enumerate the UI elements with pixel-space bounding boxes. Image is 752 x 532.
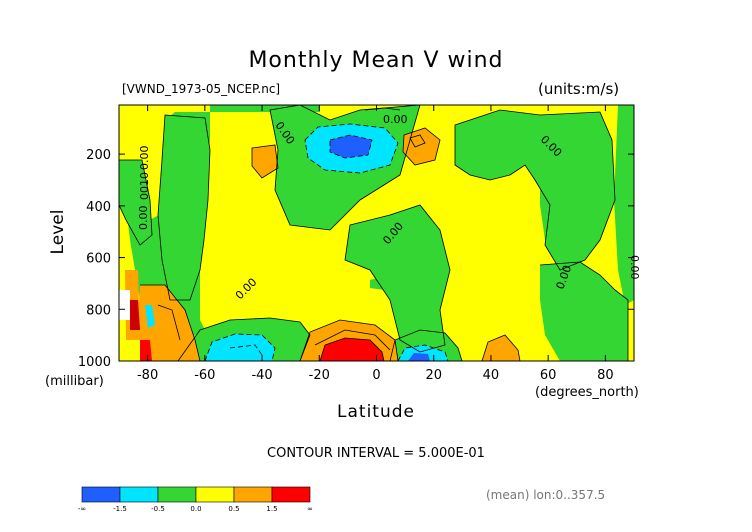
- x-axis-label: Latitude: [337, 402, 415, 422]
- colorbar-label-3: 0.0: [190, 505, 201, 513]
- x-tick-label-2: -40: [251, 368, 272, 383]
- axes: -80 -60 -40 -20 0 20 40 60 80 200 400 600 800 1000: [78, 105, 634, 383]
- colorbar-swatch-3: [195, 486, 235, 503]
- contour-line-1: [157, 114, 211, 301]
- y-tick-label-0: 200: [86, 148, 111, 163]
- x-tick-label-1: -60: [194, 368, 215, 383]
- contour-line-3: [344, 204, 451, 353]
- y-tick-label-4: 1000: [78, 355, 111, 370]
- colorbar-label-4: 0.5: [228, 505, 239, 513]
- dashed-contour-5: [229, 344, 263, 356]
- red-region-1: [320, 338, 384, 361]
- dashed-contour-1: [304, 123, 399, 174]
- colorbar-label-1: -1.5: [113, 505, 127, 513]
- orange-region-1: [138, 285, 200, 361]
- colorbar-swatch-2: [157, 486, 197, 503]
- negative-contour-lines: [204, 123, 449, 361]
- y-axis-unit: (millibar): [45, 374, 104, 389]
- contour-line-10: [402, 127, 441, 166]
- x-axis-unit: (degrees_north): [535, 385, 639, 400]
- contour-line-7: [140, 284, 201, 361]
- contour-label-8: 0.00: [628, 255, 641, 280]
- contour-line-4: [454, 109, 616, 271]
- contour-line-12: [319, 337, 385, 361]
- blue-region-1: [330, 135, 372, 158]
- colorbar-label-0: -∞: [78, 505, 86, 513]
- cyan-region-2: [205, 334, 275, 361]
- contour-fields: [119, 105, 634, 361]
- colorbar-swatch-4: [233, 486, 273, 503]
- contour-label-2: 0.00: [138, 146, 151, 171]
- green-region-3: [119, 160, 152, 245]
- green-region-9: [540, 262, 628, 361]
- units-label: (units:m/s): [538, 80, 620, 98]
- contour-interval: CONTOUR INTERVAL = 5.000E-01: [267, 446, 485, 461]
- white-gap: [119, 290, 130, 320]
- contour-line-8: [299, 319, 399, 361]
- colorbar-swatch-1: [119, 486, 159, 503]
- x-tick-label-5: 20: [425, 368, 442, 383]
- contour-label-9: 0010: [138, 172, 151, 200]
- colorbar-label-5: 1.5: [266, 505, 277, 513]
- green-region-4: [158, 115, 210, 300]
- x-tick-label-7: 60: [540, 368, 557, 383]
- orange-region-4: [252, 145, 278, 178]
- dashed-contour-4: [397, 344, 449, 361]
- colorbar: -∞ -1.5 -0.5 0.0 0.5 1.5 ∞: [78, 486, 313, 513]
- y-tick-label-2: 600: [86, 252, 111, 267]
- colorbar-label-6: ∞: [307, 505, 313, 513]
- colorbar-swatch-5: [271, 486, 311, 503]
- green-region-8: [540, 160, 565, 240]
- x-tick-label-3: -20: [309, 368, 330, 383]
- y-tick-label-1: 400: [86, 200, 111, 215]
- dashed-contour-2: [329, 134, 373, 159]
- contour-line-9: [251, 144, 279, 179]
- red-region-2: [130, 300, 140, 330]
- x-tick-label-4: 0: [372, 368, 380, 383]
- colorbar-label-2: -0.5: [151, 505, 165, 513]
- x-tick-label-6: 40: [483, 368, 500, 383]
- y-tick-label-3: 800: [86, 303, 111, 318]
- contour-lines: [119, 105, 629, 361]
- cyan-region-4: [145, 305, 155, 328]
- contour-line-18: [314, 329, 391, 351]
- green-region-6: [345, 205, 450, 352]
- mean-note: (mean) lon:0..357.5: [486, 488, 606, 502]
- contour-line-14: [389, 329, 463, 361]
- contour-line-11: [409, 134, 426, 148]
- contour-label-0: 0.00: [383, 113, 408, 126]
- dataset-filename: [VWND_1973-05_NCEP.nc]: [122, 82, 281, 96]
- dashed-contour-3: [204, 333, 276, 361]
- contour-line-13: [481, 334, 521, 361]
- contour-line-5: [539, 261, 629, 361]
- green-region-10: [614, 105, 634, 305]
- contour-line-2: [269, 105, 421, 231]
- blue-region-2: [408, 353, 430, 361]
- colorbar-swatch-0: [81, 486, 121, 503]
- x-tick-label-0: -80: [137, 368, 158, 383]
- chart-title: Monthly Mean V wind: [248, 48, 504, 73]
- x-tick-label-8: 80: [597, 368, 614, 383]
- contour-line-17: [364, 107, 401, 111]
- contour-line-15: [119, 159, 153, 246]
- green-region-7: [455, 110, 615, 270]
- contour-line-16: [157, 304, 181, 341]
- contour-label-3: 0.00: [137, 206, 150, 231]
- cyan-region-3: [398, 345, 448, 361]
- red-region-3: [140, 340, 152, 361]
- contour-line-6: [177, 317, 311, 361]
